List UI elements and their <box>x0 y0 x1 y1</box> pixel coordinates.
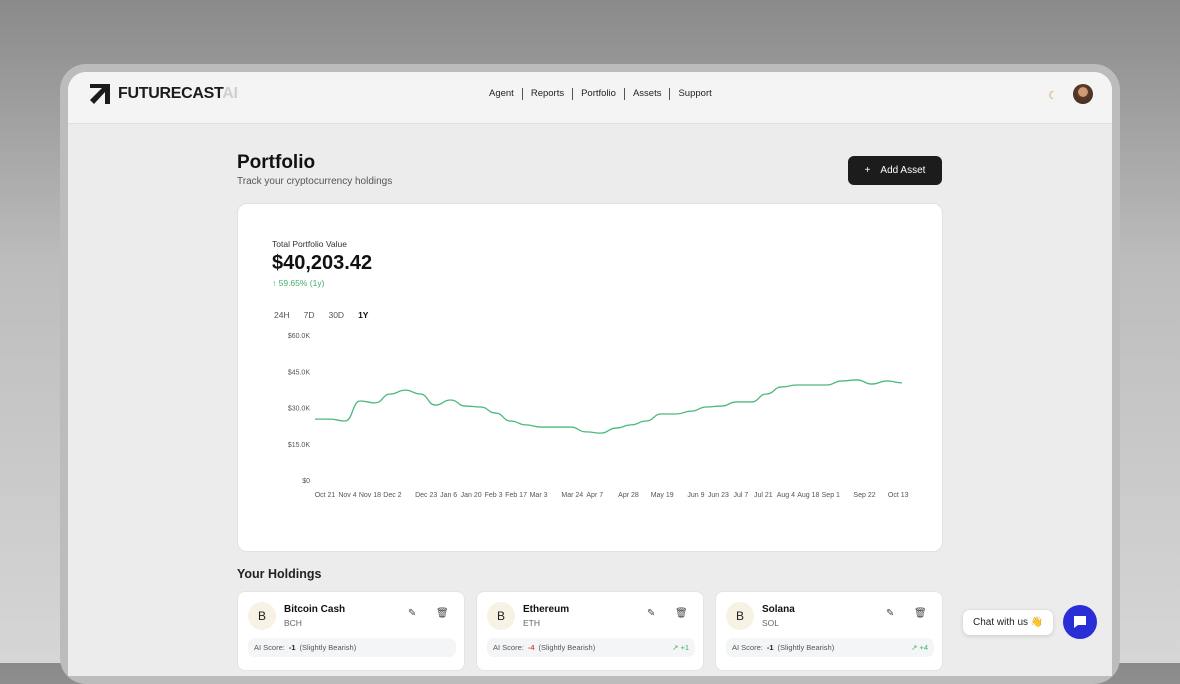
top-nav: FUTURECASTAI Agent Reports Portfolio Ass… <box>68 72 1112 124</box>
device-frame: FUTURECASTAI Agent Reports Portfolio Ass… <box>60 64 1120 684</box>
x-tick-label: Feb 17 <box>505 492 527 499</box>
y-tick-label: $0 <box>302 478 310 485</box>
x-tick-label: Apr 7 <box>586 492 603 499</box>
avatar[interactable] <box>1073 84 1093 104</box>
ai-score-value: -4 <box>527 643 535 652</box>
ai-score-value: -1 <box>288 643 296 652</box>
x-tick-label: Aug 18 <box>797 492 819 499</box>
total-value: $40,203.42 <box>272 252 373 274</box>
y-tick-label: $30.0K <box>288 406 311 413</box>
y-tick-label: $45.0K <box>288 369 311 376</box>
trash-icon[interactable]: 🗑 <box>675 608 688 619</box>
coin-icon: B <box>248 602 276 630</box>
add-asset-button[interactable]: + Add Asset <box>848 156 942 185</box>
ai-score-value: -1 <box>766 643 774 652</box>
coin-symbol: ETH <box>523 618 540 628</box>
x-tick-label: Mar 3 <box>530 492 548 499</box>
portfolio-line-chart: $0 $15.0K $30.0K $45.0K $60.0K Oct 21 Nov 4 Nov… <box>288 333 909 499</box>
ai-sentiment: (Slightly Bearish) <box>299 643 357 652</box>
x-tick-label: Aug 4 <box>777 492 795 499</box>
holding-card[interactable]: B Ethereum ETH ✎ 🗑 AI Score: -4 (Slightly … <box>476 591 704 671</box>
range-tab-7d[interactable]: 7D <box>303 310 315 320</box>
ai-score-label: AI Score: <box>493 643 524 652</box>
x-tick-label: Nov 18 <box>359 492 381 499</box>
add-asset-label: Add Asset <box>880 165 926 176</box>
edit-icon[interactable]: ✎ <box>647 608 656 619</box>
ai-score-label: AI Score: <box>254 643 285 652</box>
x-tick-label: Jul 7 <box>733 492 748 499</box>
edit-icon[interactable]: ✎ <box>886 608 895 619</box>
x-tick-label: Dec 2 <box>383 492 401 499</box>
portfolio-value-line <box>315 379 903 434</box>
x-tick-label: Oct 21 <box>315 492 336 499</box>
plus-icon: + <box>864 165 871 176</box>
value-change: ↑ 59.65% (1y) <box>272 278 325 288</box>
nav-reports[interactable]: Reports <box>521 88 572 100</box>
score-trend: ↗ +1 <box>672 643 689 652</box>
x-tick-label: Jan 6 <box>440 492 457 499</box>
coin-icon: B <box>726 602 754 630</box>
x-tick-label: Jan 20 <box>461 492 482 499</box>
range-tab-1y[interactable]: 1Y <box>358 310 369 320</box>
coin-icon: B <box>487 602 515 630</box>
range-tab-24h[interactable]: 24H <box>274 310 290 320</box>
coin-name: Ethereum <box>523 604 570 615</box>
x-tick-label: Jul 21 <box>754 492 773 499</box>
logo[interactable]: FUTURECASTAI <box>88 82 238 106</box>
nav-agent[interactable]: Agent <box>489 88 514 99</box>
brand-suffix: AI <box>222 85 238 102</box>
arrow-logo-icon <box>90 84 110 104</box>
holding-card[interactable]: B Bitcoin Cash BCH ✎ 🗑 AI Score: -1 (Sligh… <box>237 591 465 671</box>
coin-name: Bitcoin Cash <box>284 604 346 615</box>
x-tick-label: Sep 22 <box>853 492 875 499</box>
edit-icon[interactable]: ✎ <box>408 608 417 619</box>
portfolio-chart-card: Total Portfolio Value $40,203.42 ↑ 59.65… <box>237 203 943 552</box>
nav-portfolio[interactable]: Portfolio <box>572 88 624 100</box>
x-tick-label: Jun 9 <box>687 492 704 499</box>
app-screen: FUTURECASTAI Agent Reports Portfolio Ass… <box>68 72 1112 676</box>
x-tick-label: Jun 23 <box>708 492 729 499</box>
chat-with-us-label[interactable]: Chat with us 👋 <box>963 610 1054 635</box>
x-tick-label: May 19 <box>651 492 674 499</box>
x-tick-label: Feb 3 <box>485 492 503 499</box>
ai-score-label: AI Score: <box>732 643 763 652</box>
nav-assets[interactable]: Assets <box>623 88 670 100</box>
y-tick-label: $60.0K <box>288 333 311 340</box>
total-value-label: Total Portfolio Value <box>272 239 347 249</box>
ai-sentiment: (Slightly Bearish) <box>538 643 596 652</box>
score-trend: ↗ +4 <box>911 643 928 652</box>
x-tick-label: Nov 4 <box>338 492 356 499</box>
page-title: Portfolio <box>237 152 316 173</box>
chat-button[interactable] <box>1063 605 1097 639</box>
moon-icon[interactable]: ☾ <box>1048 90 1058 102</box>
ai-score-bar: AI Score: -1 (Slightly Bearish) <box>248 638 456 657</box>
ai-score-bar: AI Score: -4 (Slightly Bearish) ↗ +1 <box>487 638 695 657</box>
page-subtitle: Track your cryptocurrency holdings <box>237 176 393 187</box>
coin-symbol: SOL <box>762 618 780 628</box>
nav-support[interactable]: Support <box>669 88 719 100</box>
coin-symbol: BCH <box>284 618 302 628</box>
trash-icon[interactable]: 🗑 <box>914 608 927 619</box>
x-tick-label: Apr 28 <box>618 492 639 499</box>
chat-icon <box>1074 616 1086 628</box>
holdings-title: Your Holdings <box>237 567 322 581</box>
x-tick-label: Mar 24 <box>561 492 583 499</box>
range-tab-30d[interactable]: 30D <box>328 310 345 320</box>
holding-card[interactable]: B Solana SOL ✎ 🗑 AI Score: -1 (Slightly Be… <box>715 591 943 671</box>
x-tick-label: Oct 13 <box>888 492 909 499</box>
y-tick-label: $15.0K <box>288 442 311 449</box>
brand-name: FUTURECAST <box>118 85 223 102</box>
x-tick-label: Dec 23 <box>415 492 437 499</box>
ai-sentiment: (Slightly Bearish) <box>777 643 835 652</box>
coin-name: Solana <box>762 604 795 615</box>
x-tick-label: Sep 1 <box>822 492 840 499</box>
ai-score-bar: AI Score: -1 (Slightly Bearish) ↗ +4 <box>726 638 934 657</box>
trash-icon[interactable]: 🗑 <box>436 608 449 619</box>
